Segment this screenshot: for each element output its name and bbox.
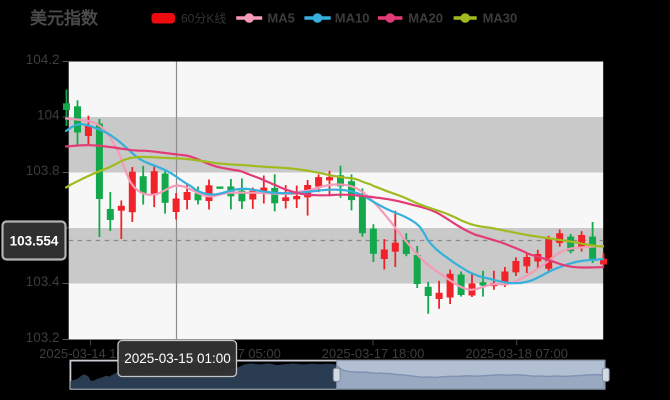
svg-text:103.554: 103.554: [10, 233, 59, 248]
svg-text:MA20: MA20: [408, 10, 443, 25]
svg-text:2025-03-14 16:00: 2025-03-14 16:00: [39, 346, 142, 361]
svg-text:MA10: MA10: [335, 10, 370, 25]
svg-text:美元指数: 美元指数: [30, 8, 99, 28]
svg-text:MA30: MA30: [483, 10, 518, 25]
svg-text:60分K线: 60分K线: [181, 11, 226, 25]
svg-text:2025-03-17 18:00: 2025-03-17 18:00: [322, 346, 425, 361]
svg-text:2025-03-15 01:00: 2025-03-15 01:00: [124, 351, 231, 366]
svg-text:103.4: 103.4: [26, 274, 60, 289]
svg-text:103.2: 103.2: [26, 330, 60, 345]
svg-text:2025-03-18 07:00: 2025-03-18 07:00: [465, 346, 568, 361]
svg-text:104: 104: [37, 108, 60, 123]
svg-text:MA5: MA5: [267, 10, 294, 25]
svg-text:104.2: 104.2: [26, 52, 60, 67]
svg-text:103.8: 103.8: [26, 163, 60, 178]
